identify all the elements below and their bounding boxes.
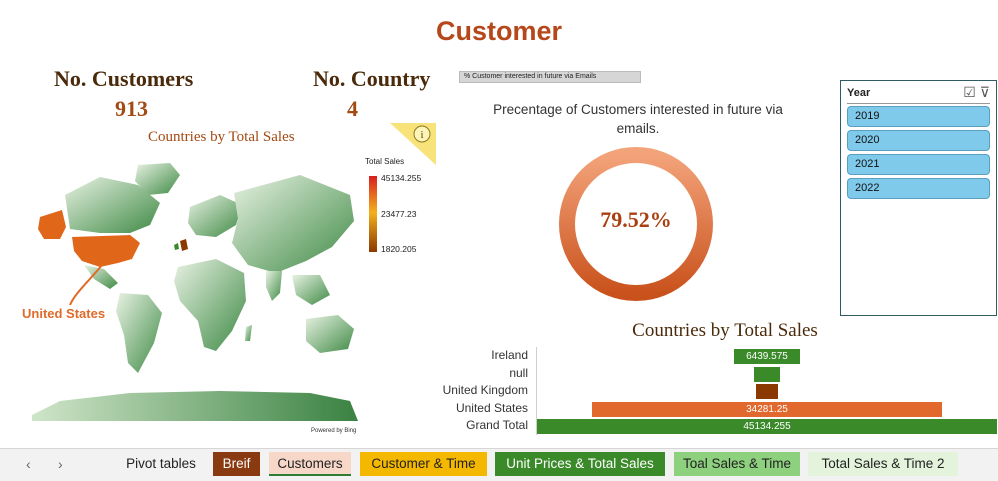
info-icon[interactable]: i <box>390 123 436 165</box>
year-slicer[interactable]: Year ☑ ⊽ 2019 2020 2021 2022 <box>840 80 997 316</box>
powered-by-label: Powered by Bing <box>311 428 357 434</box>
bar-chart-title: Countries by Total Sales <box>632 320 818 341</box>
slicer-icons: ☑ ⊽ <box>963 84 990 101</box>
bar-value-label: 6439.575 <box>746 351 788 362</box>
kpi-country-label: No. Country <box>313 66 431 91</box>
india-shape <box>266 271 282 301</box>
sheet-tab-breif[interactable]: Breif <box>213 452 260 476</box>
bar-label-united-kingdom: United Kingdom <box>442 383 528 397</box>
legend-mid-value: 23477.23 <box>381 209 417 219</box>
next-sheet-button[interactable]: › <box>58 456 63 472</box>
world-map[interactable] <box>20 155 365 435</box>
asia-shape <box>232 175 354 273</box>
page-title: Customer <box>435 16 563 46</box>
bar-united-states[interactable] <box>592 401 942 417</box>
bar-label-grand-total: Grand Total <box>466 418 528 432</box>
uk-shape[interactable] <box>180 239 188 251</box>
bar-ireland[interactable] <box>734 349 800 364</box>
africa-shape <box>174 259 246 351</box>
sheet-tab-customer-time[interactable]: Customer & Time <box>360 452 487 476</box>
bar-label-united-states: United States <box>455 400 528 415</box>
south-america-shape <box>116 293 162 373</box>
us-callout-label: United States <box>22 306 106 321</box>
madagascar-shape <box>245 325 252 341</box>
slicer-item-2020[interactable]: 2020 <box>847 130 990 151</box>
donut-title: Precentage of Customers interested in fu… <box>493 102 783 136</box>
sheet-tab-customers[interactable]: Customers <box>269 452 351 476</box>
slicer-title: Year <box>847 87 871 99</box>
usa-shape[interactable] <box>72 235 140 267</box>
alaska-shape[interactable] <box>38 210 66 239</box>
donut-chart-tag[interactable]: % Customer interested in future via Emai… <box>459 71 641 83</box>
ireland-shape[interactable] <box>174 243 179 250</box>
donut-chart[interactable] <box>556 144 716 304</box>
legend-max-value: 45134.255 <box>381 173 422 183</box>
slicer-item-2021[interactable]: 2021 <box>847 154 990 175</box>
bar-value-label: 34281.25 <box>746 403 788 415</box>
se-asia-shape <box>292 275 330 305</box>
svg-text:i: i <box>420 129 423 141</box>
sheet-tab-unit-prices-total-sales[interactable]: Unit Prices & Total Sales <box>495 452 665 476</box>
legend-color-scale <box>369 176 377 252</box>
legend-title: Total Sales <box>365 157 405 166</box>
us-callout-line <box>69 264 103 306</box>
bar-value-label: 45134.255 <box>743 421 791 432</box>
kpi-country-value: 4 <box>347 96 358 121</box>
map-title: Countries by Total Sales <box>148 129 295 145</box>
clear-filter-icon[interactable]: ⊽ <box>979 84 990 100</box>
sheet-tab-total-sales-time-2[interactable]: Total Sales & Time 2 <box>808 452 958 476</box>
donut-value: 79.52% <box>600 207 672 232</box>
slicer-item-2019[interactable]: 2019 <box>847 106 990 127</box>
bar-label-ireland: Ireland <box>491 348 528 362</box>
multi-select-icon[interactable]: ☑ <box>963 84 976 100</box>
australia-shape <box>306 315 354 353</box>
slicer-divider <box>847 103 990 104</box>
slicer-item-2022[interactable]: 2022 <box>847 178 990 199</box>
europe-shape <box>188 195 242 237</box>
bar-null[interactable] <box>753 366 781 382</box>
donut-ring <box>559 147 713 301</box>
bar-grand-total[interactable] <box>537 419 997 434</box>
antarctica-shape <box>32 391 358 421</box>
mexico-shape <box>84 265 118 289</box>
sheet-tab-bar: ‹ › Pivot tables Breif Customers Customer &… <box>0 448 998 481</box>
kpi-customers-label: No. Customers <box>54 66 194 91</box>
bar-chart-axis <box>536 347 537 435</box>
bar-united-kingdom[interactable] <box>756 384 778 399</box>
canada-shape <box>65 177 160 233</box>
greenland-shape <box>135 163 180 195</box>
legend-min-value: 1820.205 <box>381 244 417 254</box>
sheet-tab-toal-sales-time[interactable]: Toal Sales & Time <box>674 452 800 476</box>
sheet-tab-pivot-tables[interactable]: Pivot tables <box>113 452 209 476</box>
bar-label-null: null <box>509 365 528 380</box>
kpi-customers-value: 913 <box>115 96 148 121</box>
prev-sheet-button[interactable]: ‹ <box>26 456 31 472</box>
